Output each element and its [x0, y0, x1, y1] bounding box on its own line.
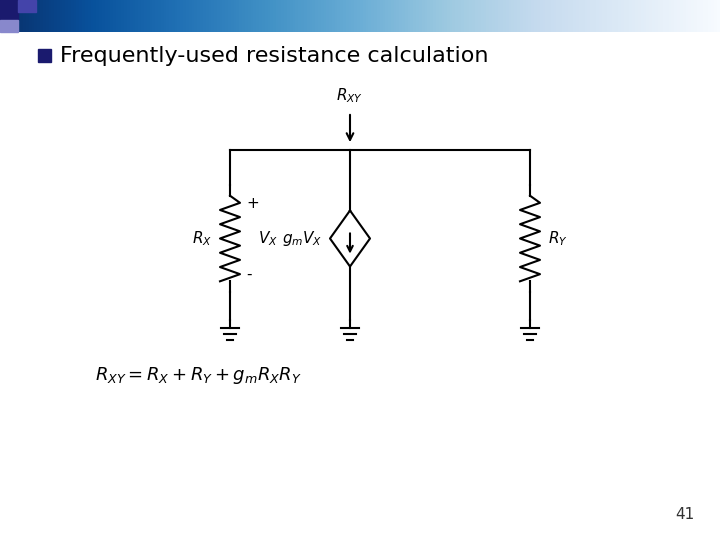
Text: 41: 41	[676, 507, 695, 522]
Text: -: -	[246, 267, 251, 281]
Text: $R_Y$: $R_Y$	[548, 229, 568, 248]
Text: $R_X$: $R_X$	[192, 229, 212, 248]
Text: +: +	[246, 195, 258, 211]
Bar	[18, 0, 36, 12]
Text: $g_mV_X$: $g_mV_X$	[282, 229, 322, 248]
Bar	[0, 0, 18, 20]
Text: $V_X$: $V_X$	[258, 229, 278, 248]
Bar	[38, 49, 51, 62]
Bar	[0, 20, 18, 32]
Text: $R_{XY} = R_X + R_Y + g_m R_X R_Y$: $R_{XY} = R_X + R_Y + g_m R_X R_Y$	[95, 364, 302, 386]
Text: $R_{XY}$: $R_{XY}$	[336, 86, 364, 105]
Text: Frequently-used resistance calculation: Frequently-used resistance calculation	[60, 46, 488, 66]
